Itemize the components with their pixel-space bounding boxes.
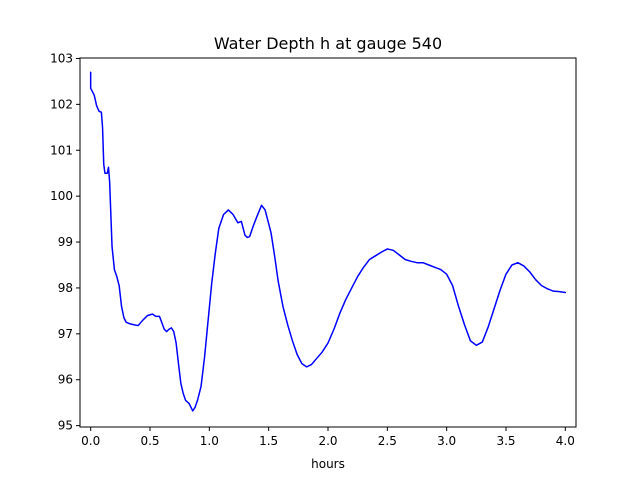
y-tick-label: 96 (58, 373, 73, 387)
axes-frame (79, 57, 577, 428)
plot-area (79, 57, 577, 428)
series-line-0 (89, 71, 567, 412)
x-tick-label: 0.0 (81, 434, 100, 448)
y-tick-label: 97 (58, 327, 73, 341)
x-tick-label: 3.0 (437, 434, 456, 448)
x-tick-label: 1.5 (259, 434, 278, 448)
x-tick-label: 2.0 (318, 434, 337, 448)
y-tick-label: 100 (50, 189, 73, 203)
y-axis: 95 96 97 98 99 100 101 102 103 (50, 51, 80, 433)
x-tick-label: 2.5 (378, 434, 397, 448)
chart-title: Water Depth h at gauge 540 (214, 34, 442, 53)
y-tick-label: 98 (58, 281, 73, 295)
x-tick-label: 4.0 (556, 434, 575, 448)
y-tick-label: 101 (50, 143, 73, 157)
x-axis-label: hours (311, 457, 345, 471)
x-tick-label: 1.0 (200, 434, 219, 448)
x-tick-label: 3.5 (496, 434, 515, 448)
x-axis: 0.0 0.5 1.0 1.5 2.0 2.5 3.0 3.5 4.0 (81, 427, 575, 448)
y-tick-label: 102 (50, 97, 73, 111)
x-tick-label: 0.5 (140, 434, 159, 448)
y-tick-label: 103 (50, 51, 73, 65)
y-tick-label: 99 (58, 235, 73, 249)
y-tick-label: 95 (58, 419, 73, 433)
